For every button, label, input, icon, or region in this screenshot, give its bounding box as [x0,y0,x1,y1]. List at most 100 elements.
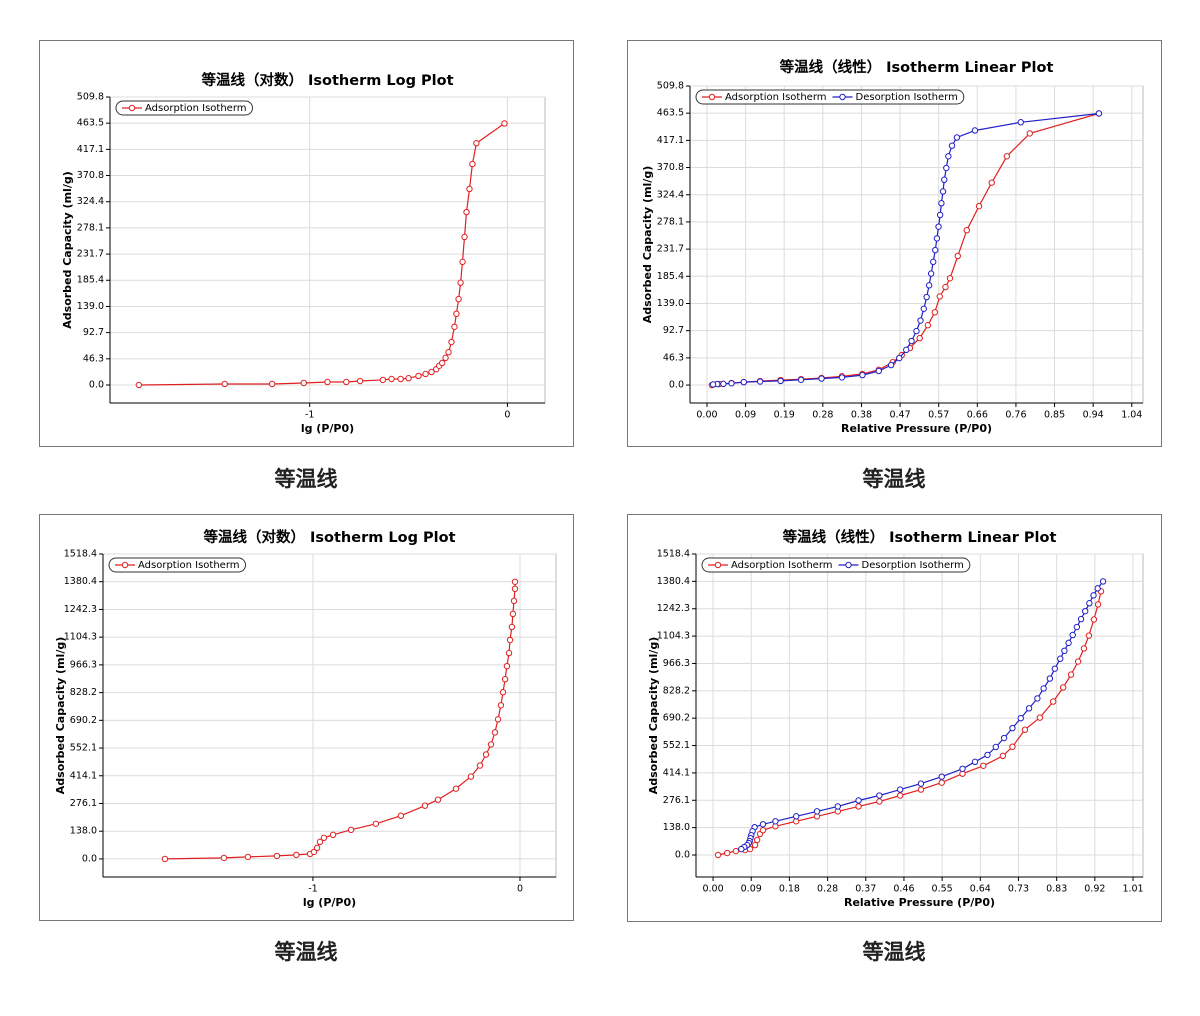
data-point [887,361,895,369]
data-point [506,636,514,644]
data-point [1017,715,1024,722]
data-point [777,377,784,385]
data-point [1065,639,1072,647]
data-point [913,327,920,335]
data-point [740,378,747,386]
data-point [797,376,805,383]
data-point [941,176,948,183]
data-point [753,836,761,844]
y-tick-label: 828.2 [70,687,97,698]
data-point [220,854,228,862]
data-point [1017,119,1024,126]
y-tick-label: 0.0 [82,853,97,864]
legend: Adsorption Isotherm Desorption Isotherm [695,89,965,105]
data-point [397,812,405,819]
data-point [1009,743,1016,750]
chart-title: 等温线（线性） Isotherm Linear Plot [783,528,1057,546]
data-point [1046,675,1054,682]
data-point [503,662,511,670]
data-point [268,380,276,388]
data-point [903,346,910,354]
data-point [971,758,979,766]
y-tick-label: 92.7 [83,327,104,338]
x-tick-label: 0.64 [970,884,991,895]
data-point [980,762,987,769]
legend-box [115,100,253,116]
plot-area [689,85,1144,404]
data-point [959,765,966,772]
x-axis-label: lg (P/P0) [303,896,356,909]
data-point [448,338,455,346]
legend-box [108,557,246,573]
data-point [988,179,995,186]
data-point [714,851,722,859]
x-tick-label: 0.92 [1084,884,1105,895]
data-point [497,702,505,709]
data-point [984,751,991,759]
legend-label: Adsorption Isotherm [725,92,827,103]
x-tick-label: 0.19 [774,410,795,421]
legend-box [701,557,971,573]
data-point [963,226,970,234]
legend-marker [121,561,129,569]
legend-marker [845,561,852,569]
x-tick-label: 0.37 [855,884,876,895]
y-tick-label: 414.1 [70,770,97,781]
data-point [971,127,979,134]
data-point [723,849,731,857]
data-point [855,797,862,804]
y-tick-label: 324.4 [657,189,684,200]
data-point [917,317,924,324]
data-point [324,378,331,386]
x-tick-label: 0.76 [1005,410,1026,421]
data-point [933,235,941,242]
data-point [379,376,387,384]
data-point [501,675,509,683]
data-point [896,792,904,799]
legend: Adsorption Isotherm Desorption Isotherm [701,557,971,573]
y-axis-label: Adsorbed Capacity (ml/g) [647,637,660,794]
data-point [451,323,458,330]
data-point [923,293,930,301]
data-point [896,354,903,362]
data-point [1094,601,1102,608]
y-tick-label: 463.5 [657,108,684,119]
y-tick-label: 276.1 [70,798,97,809]
x-tick-label: 0.66 [967,410,988,421]
y-tick-label: 1242.3 [64,604,97,615]
data-point [442,354,449,362]
y-tick-label: 46.3 [663,352,684,363]
x-tick-label: 0.47 [889,410,910,421]
y-tick-label: 1242.3 [657,603,690,614]
y-tick-label: 1518.4 [64,549,97,560]
y-tick-label: 370.8 [77,170,104,181]
data-point [1074,658,1082,665]
data-point [313,844,321,852]
data-point [855,803,862,810]
data-point [938,779,945,786]
y-tick-label: 966.3 [663,658,690,669]
x-tick-label: 0.00 [702,884,723,895]
data-point [397,375,404,383]
y-tick-label: 46.3 [83,353,104,364]
y-tick-label: 552.1 [70,743,97,754]
y-axis-label: Adsorbed Capacity (ml/g) [641,166,654,323]
data-point [505,649,513,657]
data-point [508,623,516,631]
data-point [945,153,952,160]
data-point [320,834,328,842]
y-tick-label: 139.0 [657,298,684,309]
data-point [343,378,350,386]
data-point [859,371,866,379]
data-point [1059,684,1067,691]
data-point [1026,130,1033,137]
data-point [838,374,846,381]
data-point [316,838,324,846]
y-tick-label: 324.4 [77,196,104,207]
plot-area [109,96,546,404]
data-point [1094,585,1101,592]
y-tick-label: 1518.4 [657,549,690,560]
data-point [300,379,307,387]
data-point [510,597,518,605]
